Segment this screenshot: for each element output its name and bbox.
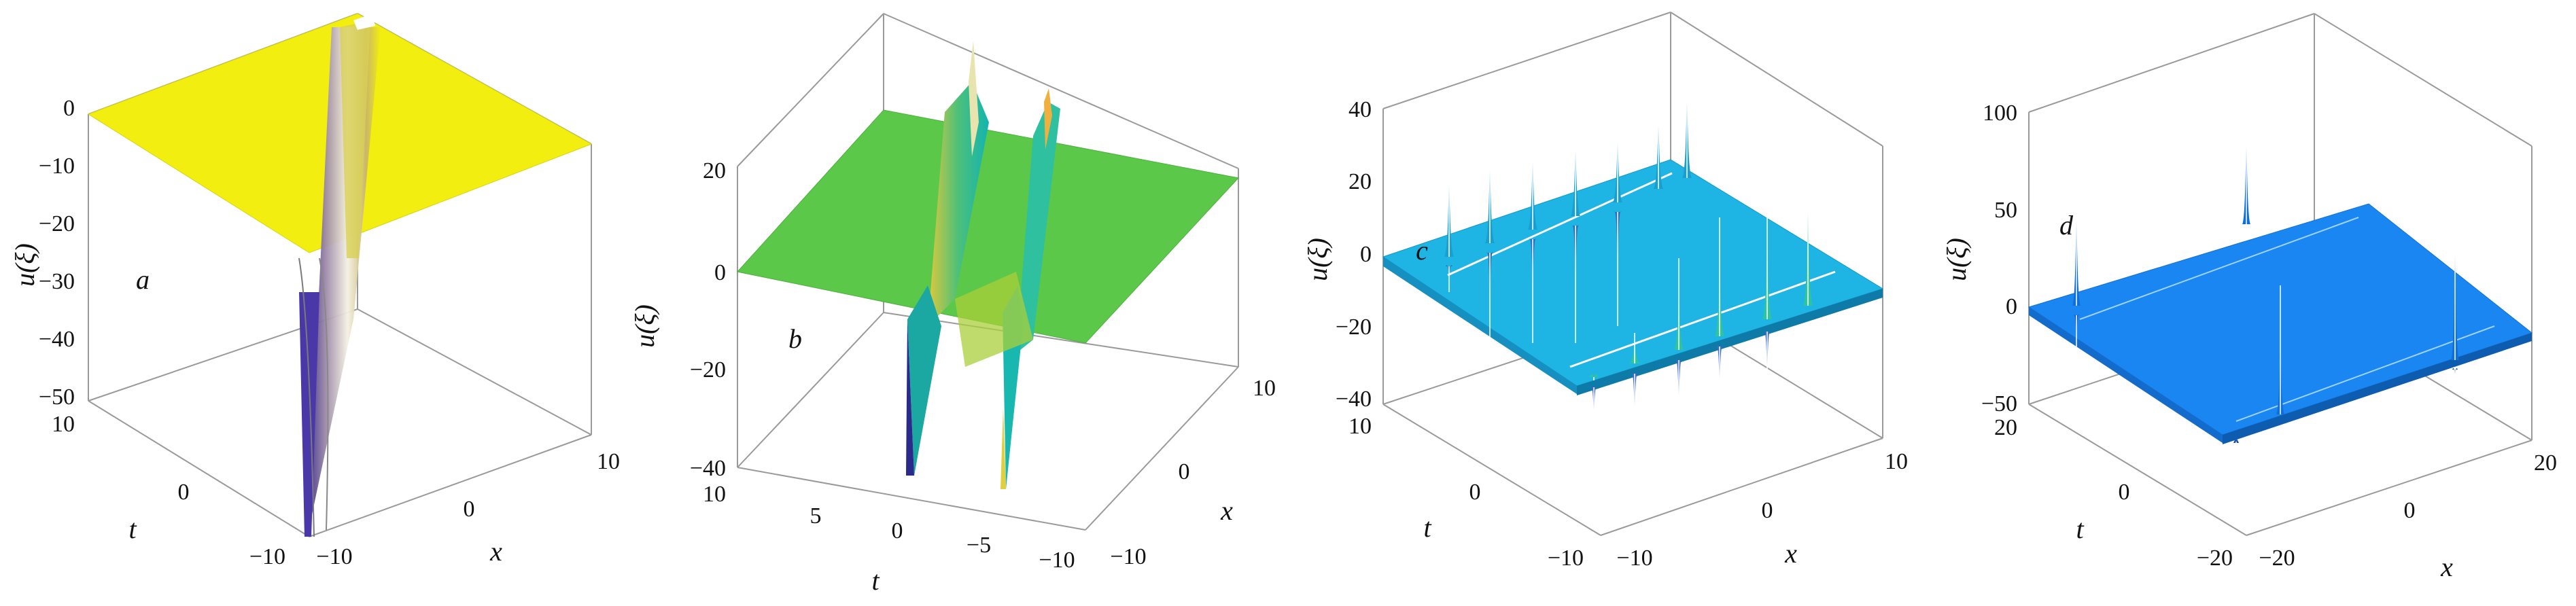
x-tick: 0 [464,497,475,522]
z-tick: 20 [703,158,726,183]
t-tick: −20 [2197,546,2233,571]
z-tick: −20 [39,211,75,236]
z-tick: −20 [1336,315,1372,340]
z-axis-label: u(ξ) [1302,238,1333,281]
z-tick: −40 [39,327,75,352]
x-tick: 0 [2404,498,2416,523]
t-tick: 10 [703,482,726,507]
x-tick: −10 [316,544,352,569]
t-axis-label: t [128,514,137,544]
x-tick: 20 [2534,450,2557,476]
t-tick: 10 [52,412,75,437]
t-tick: −5 [967,533,991,558]
t-tick: −10 [1548,546,1584,571]
panel-d: 100 50 0 −50 20 0 −20 −20 0 20 u(ξ) t x … [1941,13,2557,582]
panel-a: 0 −10 −20 −30 −40 −50 10 0 −10 −10 0 10 … [10,13,620,569]
z-tick: 0 [714,260,726,285]
x-tick: 10 [1885,449,1908,474]
t-tick: 0 [1469,480,1481,505]
panel-label: d [2059,210,2074,240]
z-tick: −30 [39,269,75,294]
z-axis-label: u(ξ) [10,243,40,287]
x-tick: 10 [597,449,620,474]
t-tick: 0 [178,480,190,505]
panel-b: 20 0 −20 −40 10 5 0 −5 −10 10 0 −10 u(ξ)… [629,13,1276,596]
z-tick: 0 [2006,294,2017,319]
z-axis-label: u(ξ) [629,304,660,348]
t-axis-label: t [2076,514,2084,544]
z-tick: 50 [1994,198,2017,223]
z-tick: 0 [63,96,75,121]
x-axis-label: x [1220,495,1233,526]
z-tick: 40 [1348,97,1372,122]
x-tick: −10 [1110,544,1146,569]
spikes-d [2072,75,2459,443]
z-tick: −50 [1981,391,2017,416]
z-tick: −40 [1336,387,1372,412]
x-tick: −20 [2259,546,2295,571]
x-tick: 0 [1179,459,1190,484]
t-tick: 10 [1348,414,1372,439]
panel-c: 40 20 0 −20 −40 10 0 −10 −10 0 10 u(ξ) t… [1302,12,1908,571]
x-tick: 10 [1253,376,1276,401]
surface-c [1382,159,1884,395]
panel-label: b [788,323,802,354]
t-tick: −10 [1039,548,1075,573]
t-axis-label: t [871,565,880,596]
t-axis-label: t [1423,512,1431,543]
z-tick: −50 [39,385,75,410]
panel-label: a [136,264,150,295]
t-tick: 0 [892,518,903,543]
z-tick: −40 [690,456,726,481]
x-tick: 0 [1762,498,1773,523]
spikes-c [1444,41,1813,448]
x-axis-label: x [489,536,502,567]
t-tick: 20 [1994,415,2017,440]
t-tick: 5 [810,503,822,529]
spike-mark [2233,439,2239,443]
x-axis-label: x [1784,538,1797,569]
z-tick: −10 [39,154,75,179]
surface-a [87,13,593,537]
z-tick: 20 [1348,169,1372,194]
z-tick: 0 [1360,242,1372,267]
surface-b [737,41,1239,489]
z-axis-label: u(ξ) [1941,238,1972,281]
z-tick: −20 [690,357,726,382]
x-axis-label: x [2440,552,2453,582]
z-tick: 100 [1983,101,2017,126]
x-tick: −10 [1616,546,1652,571]
panel-label: c [1416,235,1428,266]
t-tick: −10 [249,544,285,569]
t-tick: 0 [2119,480,2130,505]
